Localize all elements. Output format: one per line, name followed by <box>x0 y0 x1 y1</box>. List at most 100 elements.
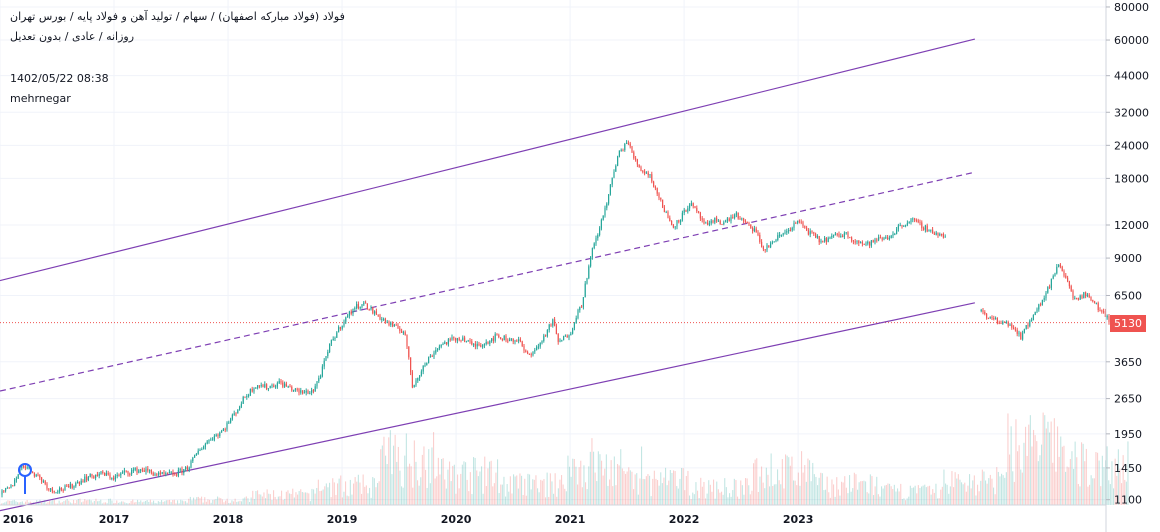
volume-bar <box>788 457 790 505</box>
time-axis[interactable]: 2016 2017 2018 2019 2020 2021 2022 2023 <box>0 504 1106 526</box>
candle-body <box>932 229 934 234</box>
volume-bar <box>892 488 894 505</box>
volume-bar <box>617 463 619 505</box>
volume-bar <box>817 485 819 505</box>
candle-body <box>456 338 458 341</box>
candle-body <box>447 339 449 345</box>
volume-bar <box>865 481 867 505</box>
volume-bar <box>721 491 723 505</box>
volume-bar <box>745 478 747 505</box>
volume-bar <box>999 476 1001 505</box>
volume-bar <box>1065 471 1067 505</box>
volume-bar <box>753 463 755 505</box>
candle-body <box>393 324 395 327</box>
candle-body <box>867 241 869 244</box>
candle-body <box>321 366 323 376</box>
volume-bar <box>698 498 700 505</box>
volume-bar <box>693 494 695 505</box>
candle-body <box>293 389 295 391</box>
volume-bar <box>193 497 195 505</box>
candle-body <box>568 335 570 338</box>
volume-bar <box>282 499 284 505</box>
candle-body <box>876 239 878 241</box>
candle-body <box>748 223 750 225</box>
volume-bar <box>890 486 892 505</box>
candle-body <box>854 241 856 243</box>
volume-bar <box>602 475 604 505</box>
candle-body <box>1083 292 1085 299</box>
volume-bar <box>141 502 143 505</box>
candle-body <box>939 233 941 236</box>
candle-body <box>451 337 453 340</box>
volume-bar <box>537 488 539 505</box>
channel-lines[interactable] <box>0 38 976 512</box>
volume-bar <box>381 445 383 505</box>
candle-body <box>1025 325 1027 330</box>
volume-bar <box>911 487 913 505</box>
candle-body <box>1099 309 1101 311</box>
volume-bar <box>943 469 945 505</box>
volume-bar <box>634 474 636 505</box>
candle-body <box>660 197 662 200</box>
volume-bar <box>101 503 103 505</box>
candle-body <box>755 228 757 233</box>
volume-bar <box>837 489 839 505</box>
candle-body <box>516 340 518 342</box>
candle-body <box>1070 286 1072 291</box>
volume-bar <box>914 485 916 505</box>
volume-bar <box>17 502 19 505</box>
volume-bar <box>471 494 473 505</box>
volume-bar <box>628 467 630 505</box>
pin-icon[interactable] <box>18 463 32 494</box>
volume-bar <box>897 488 899 505</box>
volume-bar <box>10 500 12 505</box>
volume-bar <box>116 500 118 505</box>
candle-body <box>716 217 718 221</box>
candle-body <box>537 346 539 348</box>
candle-body <box>383 318 385 320</box>
volume-bar <box>1020 469 1022 505</box>
volume-bar <box>965 491 967 505</box>
volume-bar <box>660 472 662 505</box>
volume-bar <box>730 496 732 505</box>
volume-bar <box>689 495 691 505</box>
volume-bar <box>754 459 756 505</box>
volume-bar <box>562 484 564 505</box>
volume-bar <box>793 480 795 505</box>
price-tick-label: 44000 <box>1114 70 1149 83</box>
volume-bar <box>389 430 391 505</box>
volume-bar <box>737 496 739 505</box>
candle-body <box>381 318 383 320</box>
volume-bar <box>5 501 7 505</box>
candle-body <box>237 409 239 414</box>
candle-body <box>636 159 638 165</box>
candle-body <box>874 239 876 243</box>
volume-bar <box>671 472 673 505</box>
candle-body <box>1040 304 1042 306</box>
volume-bar <box>711 491 713 505</box>
volume-bar <box>133 502 135 505</box>
price-axis[interactable]: 1100 1450 1950 2650 3650 6500 9000 12000 18000 24… <box>1105 0 1149 532</box>
volume-bar <box>205 501 207 505</box>
price-tick-label: 9000 <box>1114 252 1142 265</box>
candle-body <box>726 218 728 222</box>
volume-bar <box>1042 412 1044 505</box>
candle-body <box>77 482 79 484</box>
candle-body <box>149 470 151 472</box>
candle-body <box>181 469 183 473</box>
candle-body <box>548 324 550 330</box>
candle-body <box>541 340 543 343</box>
volume-bar <box>757 491 759 505</box>
volume-bar <box>60 502 62 505</box>
candle-body <box>480 345 482 347</box>
volume-bar <box>946 484 948 505</box>
candle-body <box>111 477 113 479</box>
candle-body <box>588 266 590 279</box>
volume-bar <box>994 494 996 505</box>
volume-bar <box>593 451 595 505</box>
volume-bar <box>269 494 271 505</box>
volume-bar <box>657 480 659 505</box>
volume-bar <box>703 481 705 505</box>
volume-bar <box>980 480 982 505</box>
